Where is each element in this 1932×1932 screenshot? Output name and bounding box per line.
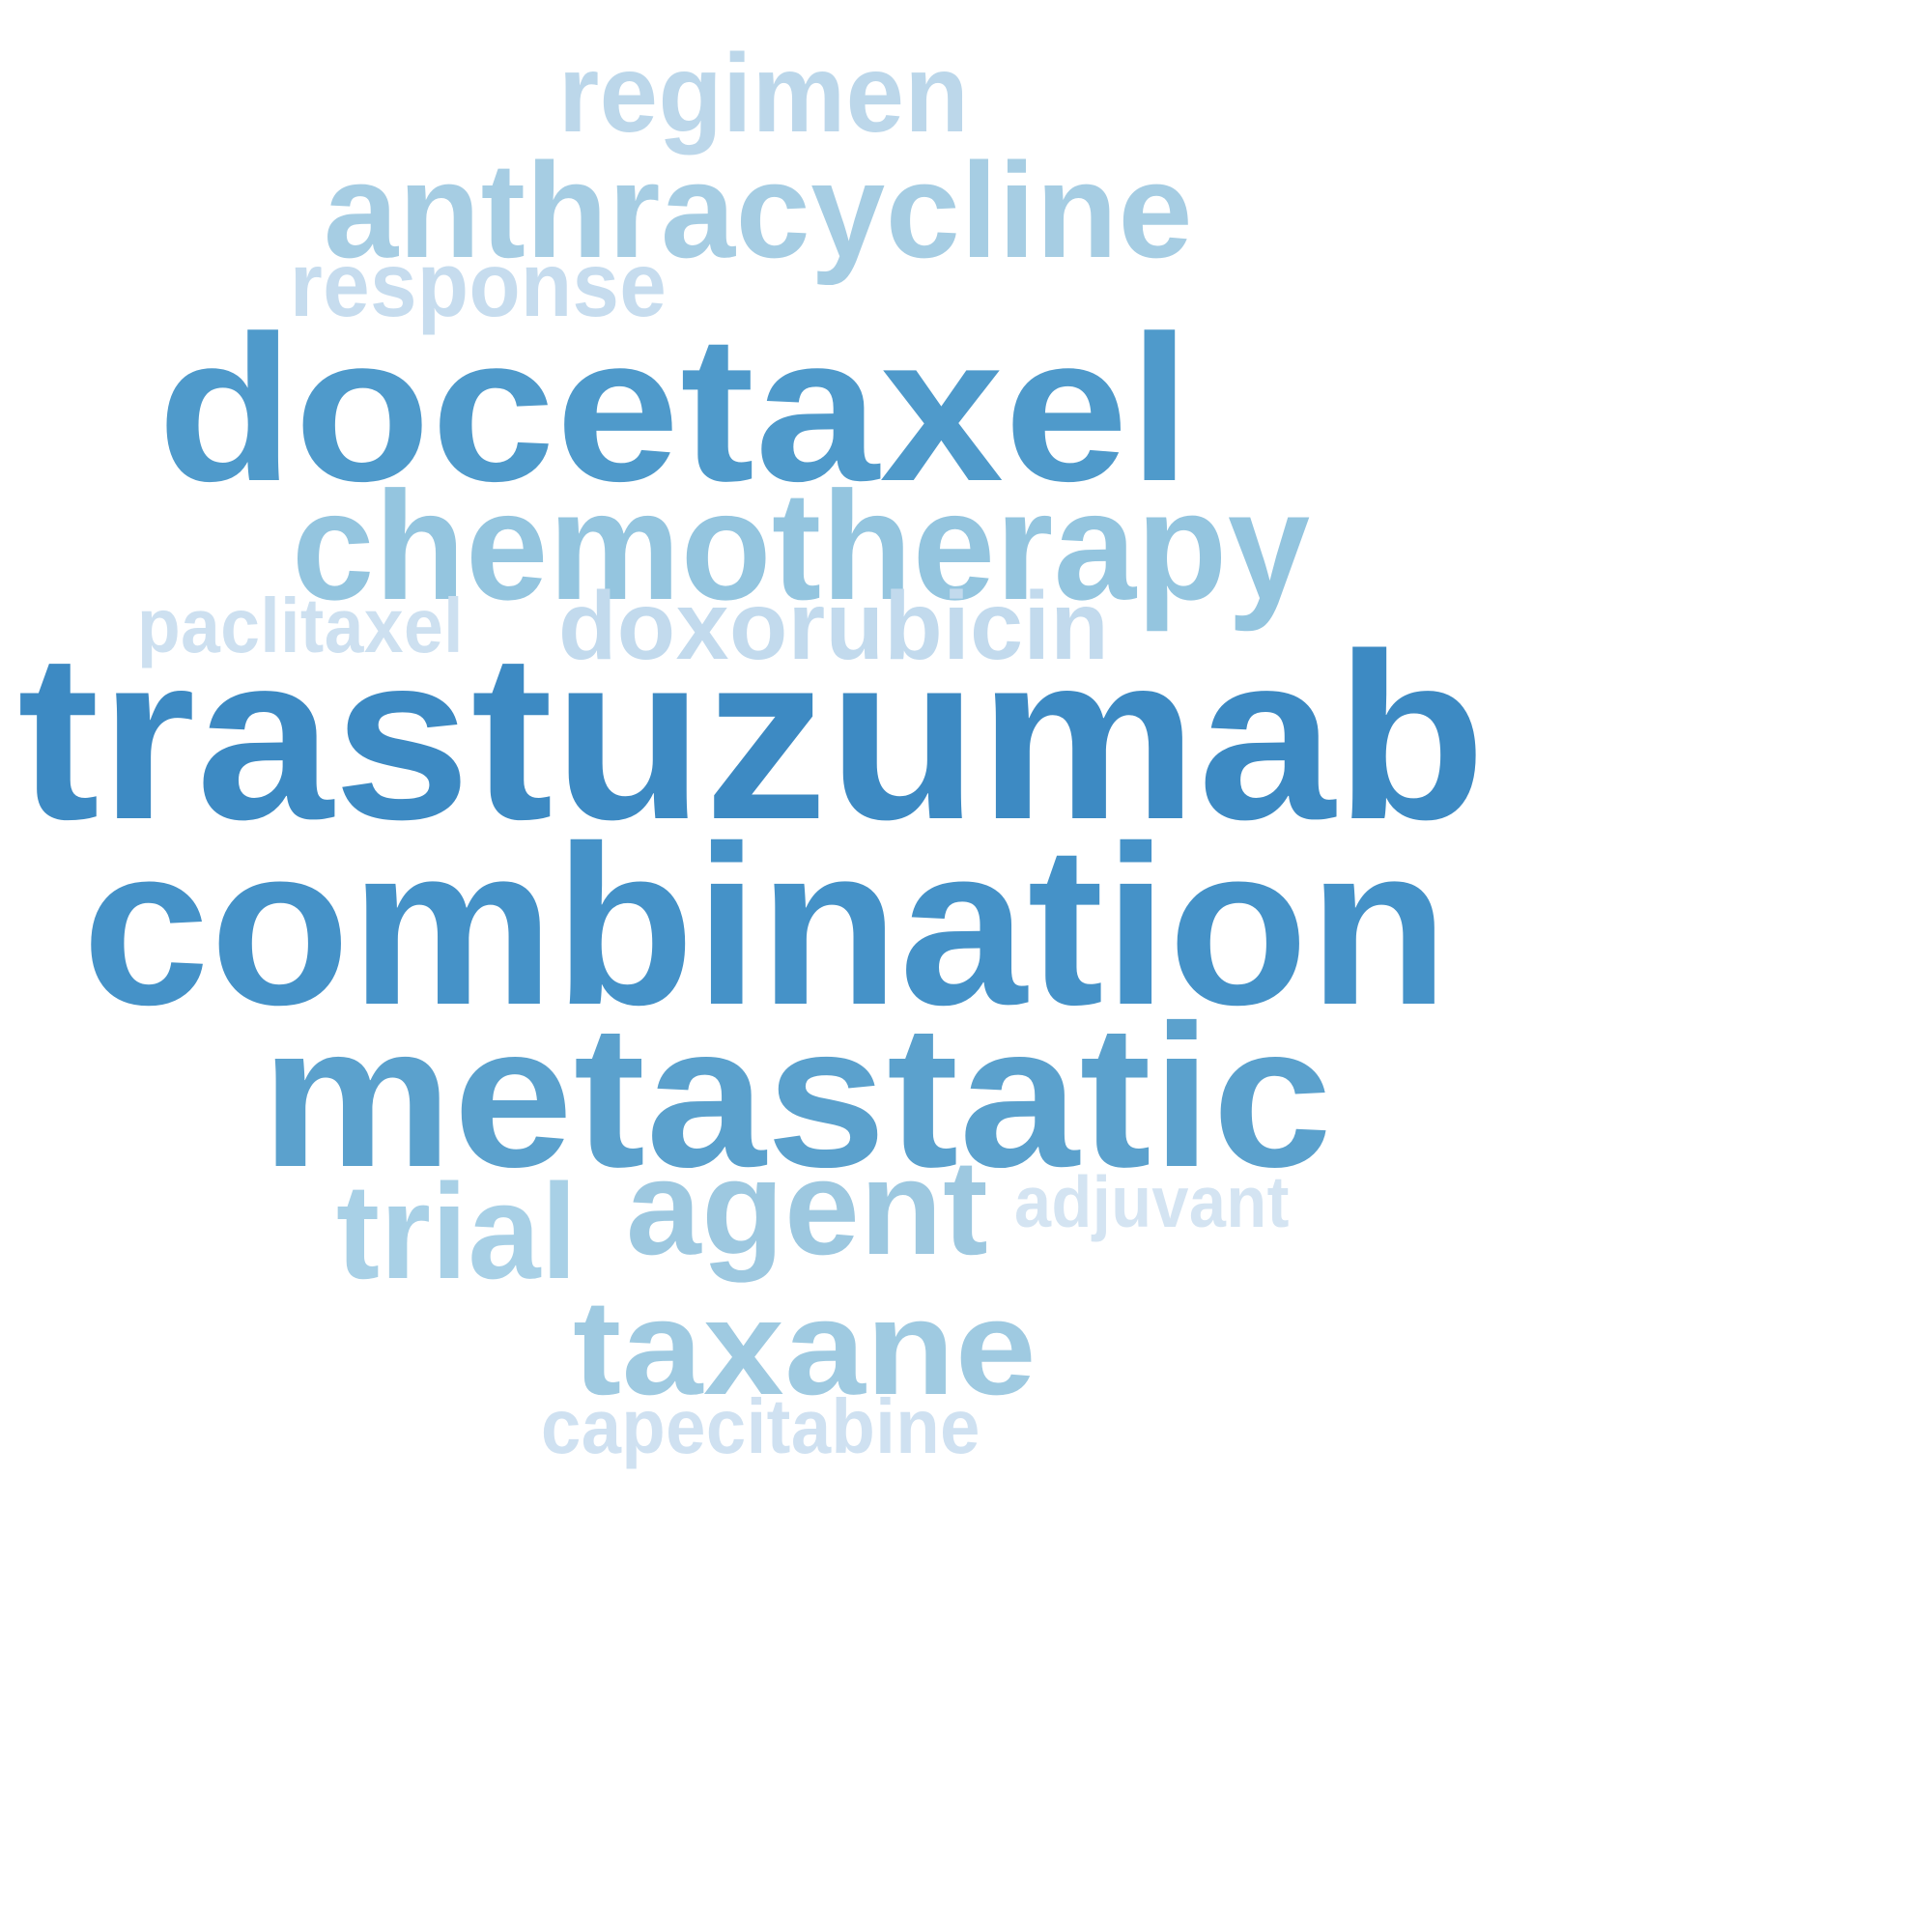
word-docetaxel: docetaxel — [157, 292, 1192, 525]
word-trastuzumab: trastuzumab — [17, 604, 1487, 868]
word-response: response — [290, 234, 668, 336]
word-chemotherapy: chemotherapy — [292, 459, 1311, 632]
word-capecitabine: capecitabine — [541, 1383, 980, 1469]
word-metastatic: metastatic — [261, 982, 1333, 1209]
word-combination: combination — [82, 798, 1450, 1052]
word-agent: agent — [626, 1131, 989, 1283]
word-paclitaxel: paclitaxel — [137, 582, 464, 668]
word-taxane: taxane — [573, 1271, 1037, 1423]
word-anthracycline: anthracycline — [324, 134, 1194, 286]
word-doxorubicin: doxorubicin — [558, 572, 1110, 680]
word-regimen: regimen — [558, 32, 970, 156]
word-trial: trial — [336, 1155, 578, 1307]
word-adjuvant: adjuvant — [1014, 1161, 1290, 1242]
